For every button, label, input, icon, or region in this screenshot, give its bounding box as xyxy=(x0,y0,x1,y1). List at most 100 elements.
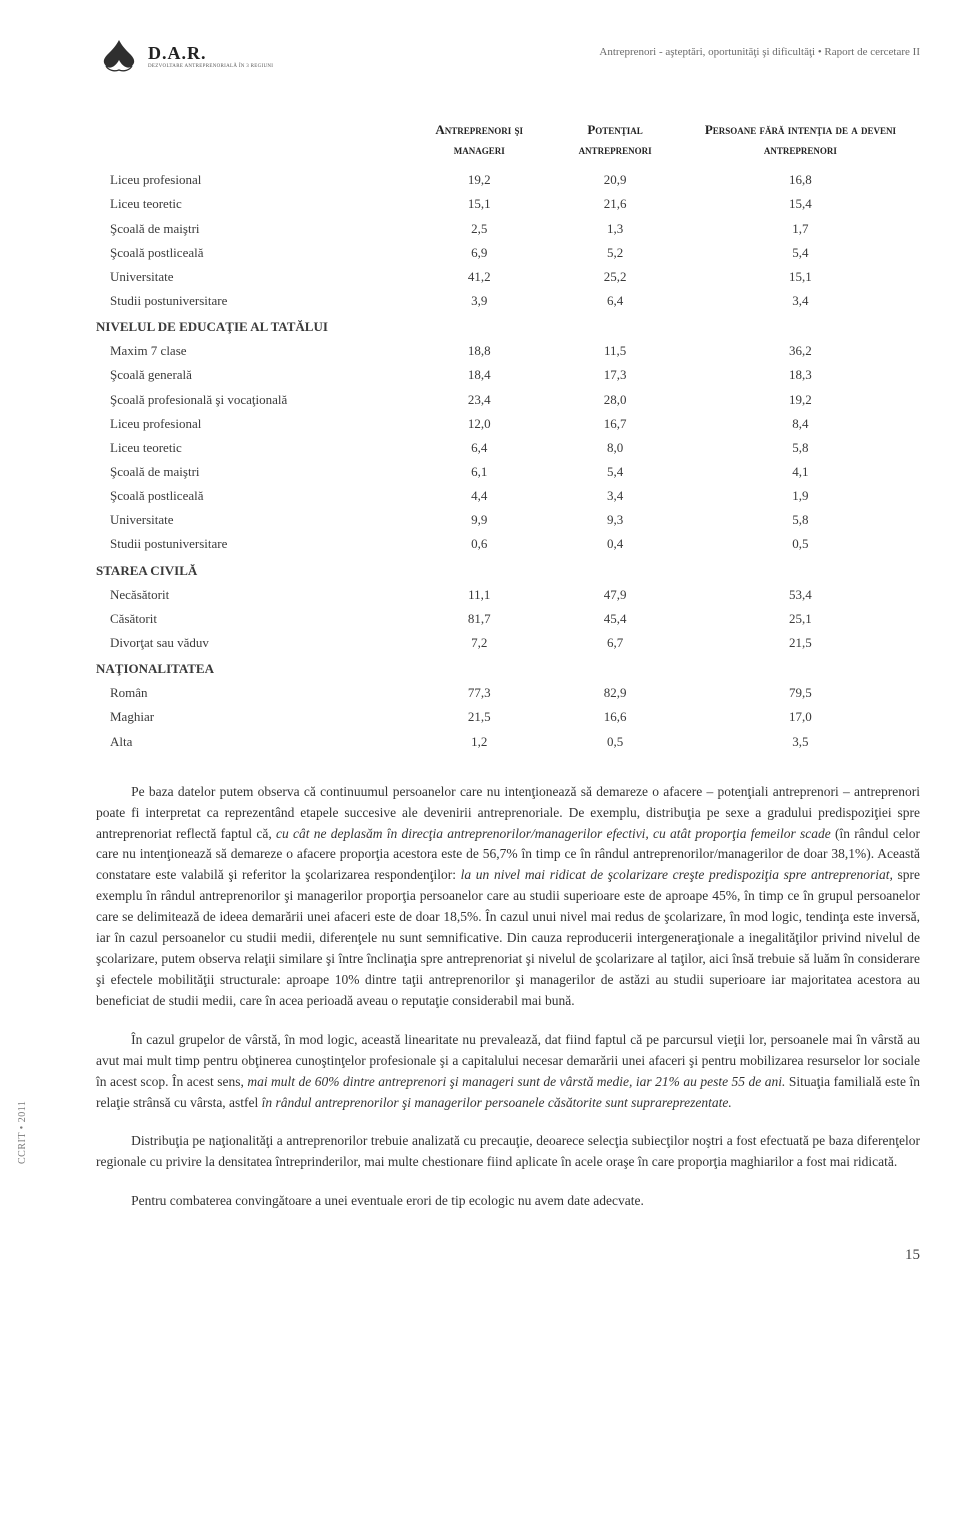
section-label: NAŢIONALITATEA xyxy=(96,655,920,681)
data-table: Antreprenori şi manageri Potenţial antre… xyxy=(96,116,920,754)
cell-value: 6,4 xyxy=(409,436,549,460)
cell-value: 45,4 xyxy=(549,607,681,631)
cell-value: 20,9 xyxy=(549,168,681,192)
paragraph: Pe baza datelor putem observa că continu… xyxy=(96,782,920,1012)
table-row: Şcoală generală18,417,318,3 xyxy=(96,363,920,387)
cell-value: 17,0 xyxy=(681,705,920,729)
italic-run: la un nivel mai ridicat de şcolarizare c… xyxy=(461,867,893,882)
cell-value: 23,4 xyxy=(409,388,549,412)
table-section-row: NAŢIONALITATEA xyxy=(96,655,920,681)
cell-value: 1,2 xyxy=(409,730,549,754)
row-label: Liceu teoretic xyxy=(96,192,409,216)
logo-text-sub: DEZVOLTARE ANTREPRENORIALĂ ÎN 3 REGIUNI xyxy=(148,64,273,69)
row-label: Studii postuniversitare xyxy=(96,532,409,556)
table-section-row: NIVELUL DE EDUCAŢIE AL TATĂLUI xyxy=(96,313,920,339)
report-title: Antreprenori - aşteptări, oportunităţi ş… xyxy=(599,46,920,58)
cell-value: 0,6 xyxy=(409,532,549,556)
cell-value: 3,5 xyxy=(681,730,920,754)
logo: D.A.R. DEZVOLTARE ANTREPRENORIALĂ ÎN 3 R… xyxy=(96,36,273,76)
row-label: Şcoală profesională şi vocaţională xyxy=(96,388,409,412)
cell-value: 53,4 xyxy=(681,583,920,607)
cell-value: 21,5 xyxy=(681,631,920,655)
cell-value: 16,8 xyxy=(681,168,920,192)
col-header: Antreprenori şi manageri xyxy=(409,116,549,168)
row-label: Divorţat sau văduv xyxy=(96,631,409,655)
text-run: Distribuţia pe naţionalităţi a antrepren… xyxy=(96,1133,920,1169)
section-label: STAREA CIVILĂ xyxy=(96,557,920,583)
table-row: Studii postuniversitare3,96,43,4 xyxy=(96,289,920,313)
paragraph: Distribuţia pe naţionalităţi a antrepren… xyxy=(96,1131,920,1173)
table-row: Şcoală postliceală6,95,25,4 xyxy=(96,241,920,265)
row-label: Alta xyxy=(96,730,409,754)
cell-value: 81,7 xyxy=(409,607,549,631)
cell-value: 0,4 xyxy=(549,532,681,556)
cell-value: 8,0 xyxy=(549,436,681,460)
cell-value: 36,2 xyxy=(681,339,920,363)
italic-run: în rândul antreprenorilor şi managerilor… xyxy=(262,1095,732,1110)
row-label: Studii postuniversitare xyxy=(96,289,409,313)
cell-value: 11,1 xyxy=(409,583,549,607)
cell-value: 9,3 xyxy=(549,508,681,532)
row-label: Liceu profesional xyxy=(96,412,409,436)
cell-value: 5,2 xyxy=(549,241,681,265)
row-label: Universitate xyxy=(96,265,409,289)
table-row: Maxim 7 clase18,811,536,2 xyxy=(96,339,920,363)
cell-value: 6,9 xyxy=(409,241,549,265)
cell-value: 5,8 xyxy=(681,436,920,460)
row-label: Liceu profesional xyxy=(96,168,409,192)
cell-value: 25,2 xyxy=(549,265,681,289)
row-label: Şcoală de maiştri xyxy=(96,217,409,241)
row-label: Necăsătorit xyxy=(96,583,409,607)
row-label: Universitate xyxy=(96,508,409,532)
cell-value: 4,1 xyxy=(681,460,920,484)
cell-value: 8,4 xyxy=(681,412,920,436)
cell-value: 21,5 xyxy=(409,705,549,729)
logo-text-main: D.A.R. xyxy=(148,43,273,64)
cell-value: 6,7 xyxy=(549,631,681,655)
cell-value: 1,7 xyxy=(681,217,920,241)
cell-value: 18,3 xyxy=(681,363,920,387)
body-text: Pe baza datelor putem observa că continu… xyxy=(96,782,920,1213)
table-header-row: Antreprenori şi manageri Potenţial antre… xyxy=(96,116,920,168)
cell-value: 79,5 xyxy=(681,681,920,705)
row-label: Maxim 7 clase xyxy=(96,339,409,363)
cell-value: 15,1 xyxy=(681,265,920,289)
italic-run: cu cât ne deplasăm în direcţia antrepren… xyxy=(276,826,831,841)
row-label: Şcoală postliceală xyxy=(96,241,409,265)
table-row: Şcoală profesională şi vocaţională23,428… xyxy=(96,388,920,412)
cell-value: 19,2 xyxy=(409,168,549,192)
cell-value: 7,2 xyxy=(409,631,549,655)
table-row: Maghiar21,516,617,0 xyxy=(96,705,920,729)
cell-value: 18,4 xyxy=(409,363,549,387)
cell-value: 25,1 xyxy=(681,607,920,631)
table-section-row: STAREA CIVILĂ xyxy=(96,557,920,583)
cell-value: 28,0 xyxy=(549,388,681,412)
table-row: Liceu teoretic15,121,615,4 xyxy=(96,192,920,216)
table-row: Necăsătorit11,147,953,4 xyxy=(96,583,920,607)
table-row: Şcoală postliceală4,43,41,9 xyxy=(96,484,920,508)
table-row: Universitate9,99,35,8 xyxy=(96,508,920,532)
cell-value: 3,4 xyxy=(681,289,920,313)
row-label: Român xyxy=(96,681,409,705)
cell-value: 11,5 xyxy=(549,339,681,363)
row-label: Liceu teoretic xyxy=(96,436,409,460)
cell-value: 4,4 xyxy=(409,484,549,508)
row-label: Şcoală postliceală xyxy=(96,484,409,508)
cell-value: 1,3 xyxy=(549,217,681,241)
dar-logo-icon xyxy=(96,36,142,76)
cell-value: 0,5 xyxy=(549,730,681,754)
paragraph: În cazul grupelor de vârstă, în mod logi… xyxy=(96,1030,920,1114)
col-header: Persoane fără intenţia de a deveni antre… xyxy=(681,116,920,168)
row-label: Maghiar xyxy=(96,705,409,729)
side-label: CCRIT • 2011 xyxy=(17,1101,28,1164)
cell-value: 3,9 xyxy=(409,289,549,313)
cell-value: 15,4 xyxy=(681,192,920,216)
page-number: 15 xyxy=(905,1247,920,1264)
cell-value: 5,4 xyxy=(549,460,681,484)
table-row: Şcoală de maiştri2,51,31,7 xyxy=(96,217,920,241)
table-row: Şcoală de maiştri6,15,44,1 xyxy=(96,460,920,484)
cell-value: 19,2 xyxy=(681,388,920,412)
section-label: NIVELUL DE EDUCAŢIE AL TATĂLUI xyxy=(96,313,920,339)
table-row: Alta1,20,53,5 xyxy=(96,730,920,754)
cell-value: 5,4 xyxy=(681,241,920,265)
